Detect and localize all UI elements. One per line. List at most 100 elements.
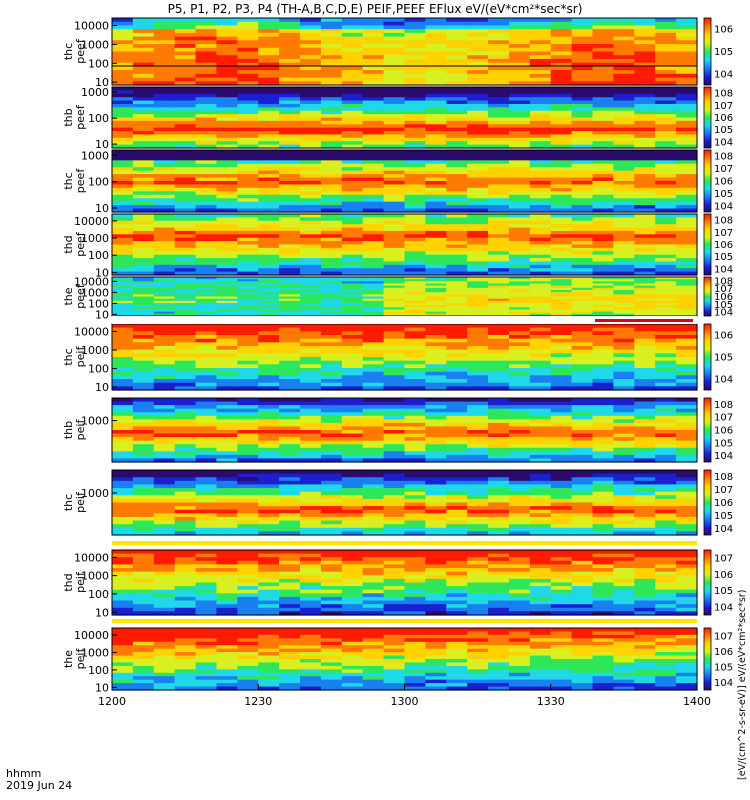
heatmap-cell [550,408,573,413]
heatmap-cell [300,227,322,232]
heatmap-cell [383,662,406,667]
heatmap-cell [112,285,134,289]
heatmap-cell [174,117,197,122]
heatmap-cell [634,419,656,424]
heatmap-cell [216,531,238,536]
heatmap-cell [655,174,677,179]
heatmap-cell [341,58,364,64]
heatmap-cell [195,251,218,256]
heatmap-cell [153,251,176,256]
heatmap-cell [341,520,364,525]
heatmap-cell [112,100,134,105]
heatmap-cell [132,220,155,225]
heatmap-cell [174,553,197,558]
heatmap-cell [320,124,343,129]
heatmap-cell [195,477,218,482]
heatmap-cell [341,307,364,311]
heatmap-cell [613,261,635,266]
heatmap-cell [508,342,531,347]
heatmap-cell [571,47,594,53]
heatmap-cell [300,415,322,420]
heatmap-cell [341,227,364,232]
heatmap-cell [529,177,552,182]
heatmap-cell [362,672,385,677]
heatmap-cell [676,214,698,218]
heatmap-cell [676,524,698,529]
colorbar [703,397,712,463]
heatmap-cell [634,47,656,53]
heatmap-cell [446,638,468,643]
heatmap-cell [446,331,468,336]
y-tick-label: 10 [95,381,109,394]
heatmap-cell [383,405,406,410]
heatmap-cell [655,502,677,507]
heatmap-cell [112,292,134,295]
heatmap-cell [174,324,197,329]
heatmap-cell [508,103,531,108]
heatmap-cell [592,271,615,276]
heatmap-cell [655,191,677,196]
heatmap-cell [195,73,218,79]
heatmap-cell [488,408,510,413]
heatmap-cell [592,144,615,149]
heatmap-cell [216,589,238,594]
heatmap-cell [425,131,447,136]
heatmap-cell [341,100,364,105]
heatmap-cell [655,600,677,605]
heatmap-cell [174,70,197,75]
heatmap-cell [446,81,468,86]
heatmap-cell [320,451,343,456]
heatmap-cell [529,568,552,573]
heatmap-cell [112,676,134,681]
heatmap-cell [613,90,635,95]
heatmap-cell [237,117,259,122]
heatmap-cell [529,258,552,263]
heatmap-cell [112,279,134,282]
heatmap-cell [300,491,322,496]
heatmap-cell [634,368,656,373]
heatmap-cell [383,234,406,239]
heatmap-cell [362,473,385,478]
heatmap-cell [404,593,426,598]
heatmap-cell [467,127,489,132]
heatmap-cell [237,495,259,500]
heatmap-cell [508,550,531,555]
heatmap-cell [112,683,134,688]
heatmap-cell [655,261,677,266]
heatmap-cell [488,360,510,365]
heatmap-cell [425,296,447,300]
heatmap-cell [320,641,343,646]
heatmap-cell [529,181,552,186]
heatmap-cell [112,73,134,79]
heatmap-cell [320,163,343,168]
heatmap-cell [488,371,510,376]
heatmap-cell [153,205,176,210]
heatmap-cell [488,279,510,282]
heatmap-cell [488,214,510,218]
heatmap-cell [153,124,176,129]
heatmap-cell [112,167,134,172]
heatmap-cell [112,153,134,158]
heatmap-cell [404,433,426,438]
heatmap-cell [112,44,134,49]
heatmap-cell [300,516,322,522]
heatmap-cell [571,55,594,60]
heatmap-cell [132,415,155,420]
heatmap-cell [613,271,635,276]
heatmap-cell [237,398,259,403]
heatmap-cell [488,141,510,146]
heatmap-cell [508,611,531,616]
heatmap-cell [634,586,656,591]
heatmap-cell [341,271,364,276]
heatmap-cell [467,327,489,332]
heatmap-cell [613,527,635,532]
heatmap-cell [300,346,322,351]
heatmap-cell [571,18,594,23]
heatmap-cell [258,309,280,313]
heatmap-cell [153,58,176,64]
heatmap-cell [508,371,531,376]
heatmap-cell [216,134,238,139]
heatmap-cell [153,144,176,149]
heatmap-cell [279,553,301,558]
heatmap-cell [404,491,426,496]
